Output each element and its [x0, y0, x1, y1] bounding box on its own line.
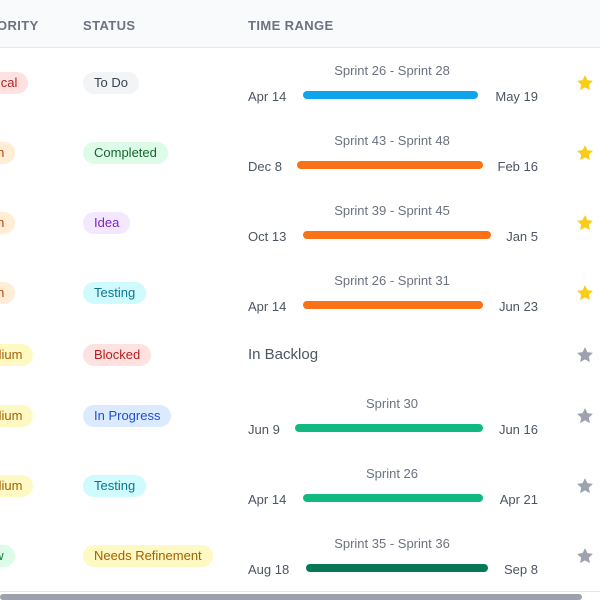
start-date: Oct 13 [248, 229, 287, 244]
priority-badge[interactable]: igh [0, 212, 16, 234]
priority-badge[interactable]: igh [0, 282, 16, 304]
status-badge[interactable]: Blocked [83, 343, 152, 366]
timeline-bar[interactable] [303, 91, 478, 99]
sprint-range-label: Sprint 35 - Sprint 36 [334, 536, 450, 551]
sprint-range-label: Sprint 30 [365, 396, 419, 411]
time-range-cell[interactable]: Sprint 43 - Sprint 48 Dec 8 Feb 16 [248, 118, 548, 188]
start-date: Aug 18 [248, 562, 290, 577]
star-icon[interactable] [575, 213, 595, 233]
star-icon[interactable] [575, 546, 595, 566]
end-date: Apr 21 [499, 492, 538, 507]
end-date: Jun 23 [498, 299, 538, 314]
table-row[interactable]: ow Needs Refinement Sprint 35 - Sprint 36 A… [0, 521, 600, 592]
priority-badge[interactable]: igh [0, 142, 16, 164]
status-badge[interactable]: Completed [83, 142, 168, 164]
horizontal-scrollbar[interactable] [0, 594, 582, 600]
table-row[interactable]: igh Idea Sprint 39 - Sprint 45 Oct 13 Jan 5 [0, 188, 600, 259]
end-date: Sep 8 [504, 562, 538, 577]
sprint-range-label: Sprint 26 - Sprint 31 [334, 273, 450, 288]
end-date: May 19 [495, 89, 538, 104]
time-range-cell[interactable]: Sprint 26 - Sprint 31 Apr 14 Jun 23 [248, 258, 548, 328]
end-date: Feb 16 [497, 159, 538, 174]
table-row[interactable]: igh Completed Sprint 43 - Sprint 48 Dec 8 Fe… [0, 118, 600, 189]
timeline-bar[interactable] [303, 301, 483, 309]
time-range-cell[interactable]: Sprint 26 Apr 14 Apr 21 [248, 451, 548, 521]
time-range-cell[interactable]: Sprint 30 Jun 9 Jun 16 [248, 381, 548, 451]
table-row[interactable]: edium Blocked In Backlog [0, 328, 600, 382]
status-badge[interactable]: Needs Refinement [83, 545, 213, 567]
timeline-bar[interactable] [303, 494, 483, 502]
status-badge[interactable]: In Progress [83, 405, 172, 427]
star-icon[interactable] [575, 283, 595, 303]
column-header-status[interactable]: STATUS [83, 18, 136, 33]
star-icon[interactable] [575, 406, 595, 426]
start-date: Apr 14 [248, 299, 287, 314]
timeline-bar[interactable] [295, 424, 483, 432]
start-date: Apr 14 [248, 89, 287, 104]
sprint-range-label: Sprint 39 - Sprint 45 [334, 203, 450, 218]
sprint-range-label: Sprint 26 [365, 466, 419, 481]
star-icon[interactable] [575, 73, 595, 93]
star-icon[interactable] [575, 345, 595, 365]
end-date: Jan 5 [506, 229, 538, 244]
start-date: Apr 14 [248, 492, 287, 507]
column-header-priority[interactable]: ORITY [0, 18, 39, 33]
time-range-cell[interactable]: Sprint 26 - Sprint 28 Apr 14 May 19 [248, 48, 548, 118]
priority-badge[interactable]: ow [0, 545, 15, 567]
status-badge[interactable]: Testing [83, 475, 147, 497]
start-date: Dec 8 [248, 159, 282, 174]
status-badge[interactable]: Idea [83, 212, 131, 234]
table-header: ORITY STATUS TIME RANGE [0, 0, 600, 48]
status-badge[interactable]: Testing [83, 282, 147, 304]
status-badge[interactable]: To Do [83, 72, 139, 94]
table-row[interactable]: edium In Progress Sprint 30 Jun 9 Jun 16 [0, 381, 600, 452]
table-row[interactable]: igh Testing Sprint 26 - Sprint 31 Apr 14 Jun… [0, 258, 600, 329]
start-date: Jun 9 [248, 422, 280, 437]
priority-badge[interactable]: edium [0, 405, 34, 427]
star-icon[interactable] [575, 476, 595, 496]
end-date: Jun 16 [498, 422, 538, 437]
priority-badge[interactable]: ritical [0, 72, 29, 94]
timeline-bar[interactable] [297, 161, 483, 169]
time-range-cell[interactable]: In Backlog [248, 328, 548, 381]
timeline-bar[interactable] [303, 231, 491, 239]
sprint-range-label: Sprint 43 - Sprint 48 [334, 133, 450, 148]
sprint-range-label: Sprint 26 - Sprint 28 [334, 63, 450, 78]
timeline-bar[interactable] [306, 564, 488, 572]
star-icon[interactable] [575, 143, 595, 163]
time-range-cell[interactable]: Sprint 35 - Sprint 36 Aug 18 Sep 8 [248, 521, 548, 591]
priority-badge[interactable]: edium [0, 475, 34, 497]
priority-badge[interactable]: edium [0, 343, 34, 366]
time-range-cell[interactable]: Sprint 39 - Sprint 45 Oct 13 Jan 5 [248, 188, 548, 258]
column-header-time-range[interactable]: TIME RANGE [248, 18, 334, 33]
backlog-label: In Backlog [248, 345, 319, 363]
table-row[interactable]: ritical To Do Sprint 26 - Sprint 28 Apr 14 M… [0, 48, 600, 119]
table-row[interactable]: edium Testing Sprint 26 Apr 14 Apr 21 [0, 451, 600, 522]
